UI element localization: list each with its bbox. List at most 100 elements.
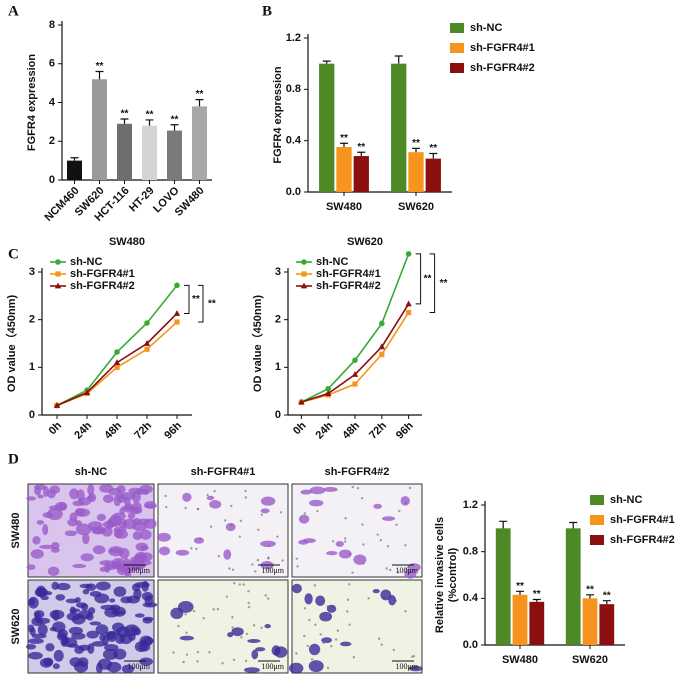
significance-label: ** [533,589,541,600]
cell [95,624,109,635]
point [325,385,332,392]
y-tick-label: 2 [29,314,35,326]
cell [308,660,324,673]
cell [260,508,270,514]
legend-swatch [590,535,604,545]
cell [122,518,138,530]
cell [243,667,260,673]
significance-label: ** [196,89,204,100]
cell [144,595,154,607]
bracket [429,253,436,314]
cell [176,610,179,613]
cell [408,665,423,672]
cell [141,580,149,592]
cell [112,622,125,633]
y-tick-label: 0.8 [286,83,301,95]
y-tick-label: 6 [49,58,55,70]
cell [221,662,224,665]
cell [303,607,307,610]
cell [36,617,51,624]
x-tick-label: 24h [72,420,94,442]
cell [361,523,364,526]
cell [109,548,122,554]
cell [55,594,66,601]
cell [172,651,175,654]
y-axis-label: FGFR4 expression [272,66,284,163]
cell [104,644,119,652]
cell [372,588,380,594]
cell [104,607,120,618]
cell [292,583,302,594]
cell [39,544,55,549]
cell [377,637,381,640]
cell [142,617,153,624]
cell [66,612,81,621]
cell [133,588,142,600]
cell [164,494,167,498]
cell [382,516,396,521]
y-tick-label: 1 [275,361,281,373]
cell [380,589,392,601]
cell [102,520,115,529]
cell [225,595,229,598]
significance-label: ** [603,590,611,601]
micrograph: 100μm [26,483,157,578]
error-bar [70,157,79,161]
cell [52,663,60,670]
cell [232,581,236,585]
cell [296,565,299,568]
error-bar [532,598,541,602]
cell [113,494,121,507]
cell [37,623,48,636]
cell [351,571,354,574]
cell [213,489,216,493]
bar [336,147,352,192]
cell [319,611,333,622]
legend-swatch [450,63,464,73]
chart-title: SW620 [347,236,383,248]
cell [313,659,316,663]
cell [209,500,222,509]
cell [343,540,347,543]
cell [119,492,136,501]
cell [115,633,126,645]
bracket [415,253,422,305]
point [351,371,359,377]
legend-swatch [450,43,464,53]
cell [158,546,171,556]
cell [143,501,157,509]
cell [230,504,233,508]
legend-marker [55,259,61,265]
cell [385,567,388,570]
y-axis-label: Relative invasive cells [434,517,446,633]
cell [323,487,338,492]
significance-label: ** [121,109,129,120]
significance-label: ** [146,110,154,121]
cell [408,486,412,490]
error-bar [394,55,403,64]
cell [306,644,309,648]
point [173,310,181,316]
point [379,351,385,358]
cell [196,650,200,654]
cell [231,626,234,629]
x-tick-label: HT-29 [127,185,157,215]
cell [28,596,39,609]
y-axis-label: OD value（450nm) [5,295,18,393]
cell [45,643,55,652]
cell [309,499,324,507]
cell [182,660,185,664]
point [378,343,385,350]
cell [308,618,311,622]
cell [231,627,244,637]
cell [217,555,221,558]
cell [314,623,317,626]
x-tick-label: 72h [367,420,389,442]
cell [404,501,408,505]
cell [34,486,42,496]
cell [308,643,321,656]
cell [304,593,313,605]
cell [392,648,396,652]
legend-label: sh-NC [70,256,102,268]
legend-marker [300,282,308,289]
